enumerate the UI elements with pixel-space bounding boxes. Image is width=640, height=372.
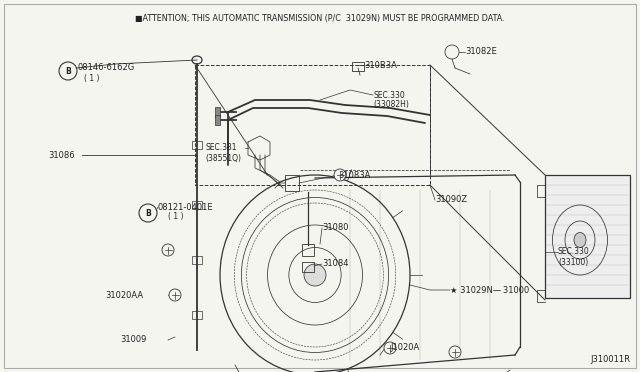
Text: J310011R: J310011R <box>590 355 630 364</box>
Text: 31020AA: 31020AA <box>105 291 143 299</box>
Text: 310B3A: 310B3A <box>364 61 397 70</box>
Ellipse shape <box>304 264 326 286</box>
Text: J1020A: J1020A <box>390 343 419 353</box>
Bar <box>302 262 314 272</box>
Circle shape <box>449 346 461 358</box>
Text: 08146-6162G: 08146-6162G <box>77 64 134 73</box>
Ellipse shape <box>574 232 586 247</box>
Text: SEC.381: SEC.381 <box>205 144 237 153</box>
Bar <box>302 244 314 256</box>
Bar <box>215 107 220 117</box>
Text: (33100): (33100) <box>558 257 588 266</box>
Circle shape <box>334 169 346 181</box>
Text: 31086: 31086 <box>48 151 75 160</box>
Circle shape <box>139 204 157 222</box>
Circle shape <box>59 62 77 80</box>
Circle shape <box>169 289 181 301</box>
Bar <box>352 62 364 71</box>
Text: ■ATTENTION; THIS AUTOMATIC TRANSMISSION (P/C  31029N) MUST BE PROGRAMMED DATA.: ■ATTENTION; THIS AUTOMATIC TRANSMISSION … <box>135 14 505 23</box>
Bar <box>215 115 220 125</box>
Text: B: B <box>145 208 151 218</box>
Text: B: B <box>65 67 71 76</box>
Bar <box>192 201 202 209</box>
Bar <box>192 256 202 264</box>
Text: 31080: 31080 <box>322 224 349 232</box>
Circle shape <box>162 244 174 256</box>
Text: 31009: 31009 <box>120 336 147 344</box>
Text: (38551Q): (38551Q) <box>205 154 241 163</box>
Text: 31083A: 31083A <box>338 170 371 180</box>
Bar <box>285 175 299 191</box>
Circle shape <box>384 342 396 354</box>
Text: SEC.330: SEC.330 <box>558 247 589 257</box>
Bar <box>192 141 202 149</box>
Text: 31084: 31084 <box>322 260 349 269</box>
FancyBboxPatch shape <box>545 175 630 298</box>
Text: ★ 31029N— 31000: ★ 31029N— 31000 <box>450 285 529 295</box>
Text: 08121-0401E: 08121-0401E <box>158 202 214 212</box>
Text: ( 1 ): ( 1 ) <box>168 212 184 221</box>
Bar <box>192 311 202 319</box>
Text: (33082H): (33082H) <box>373 100 409 109</box>
Text: 31090Z: 31090Z <box>435 196 467 205</box>
Text: SEC.330: SEC.330 <box>373 90 404 99</box>
Text: 31082E: 31082E <box>465 48 497 57</box>
Text: ( 1 ): ( 1 ) <box>84 74 99 83</box>
